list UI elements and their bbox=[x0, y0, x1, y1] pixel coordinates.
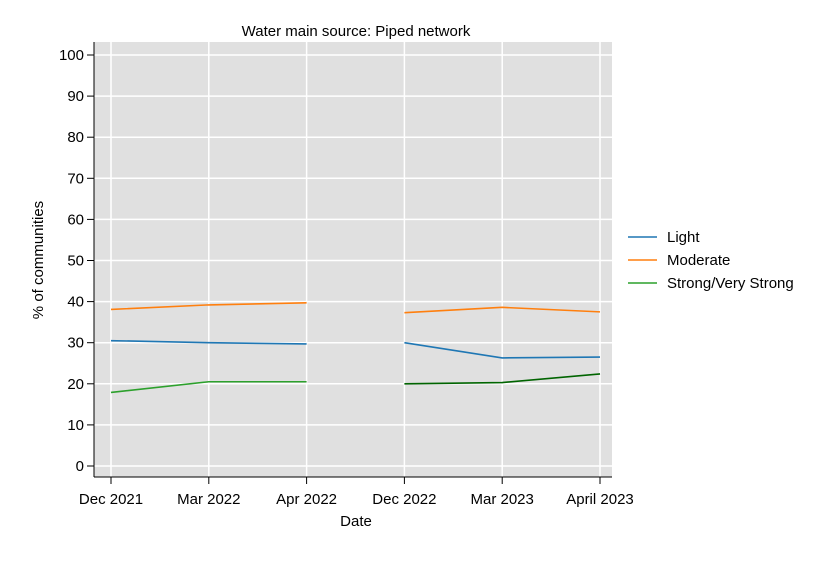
y-tick-label: 10 bbox=[67, 417, 84, 434]
series-line-strong-very-strong bbox=[404, 373, 601, 385]
y-tick-label: 60 bbox=[67, 211, 84, 228]
series-line-light bbox=[110, 339, 307, 345]
x-axis-label: Date bbox=[340, 513, 372, 530]
y-tick-label: 30 bbox=[67, 335, 84, 352]
axes: 0 10 20 30 40 50 60 70 80 90 100 Dec 2021 Mar 2022 Ap… bbox=[59, 42, 634, 508]
x-tick-label: Mar 2022 bbox=[177, 491, 240, 508]
x-tick-label: Mar 2023 bbox=[471, 491, 534, 508]
series-line-moderate bbox=[110, 302, 307, 311]
y-axis-label: % of communities bbox=[30, 201, 47, 319]
x-tick-label: Apr 2022 bbox=[276, 491, 337, 508]
chart-title: Water main source: Piped network bbox=[242, 23, 471, 40]
series-lines bbox=[110, 302, 601, 394]
x-tick-label: Dec 2021 bbox=[79, 491, 143, 508]
y-tick-label: 20 bbox=[67, 376, 84, 393]
grid-lines bbox=[94, 42, 612, 477]
y-tick-label: 40 bbox=[67, 294, 84, 311]
legend-label-moderate: Moderate bbox=[667, 252, 730, 269]
legend-label-light: Light bbox=[667, 229, 700, 246]
plot-area bbox=[94, 42, 612, 477]
y-tick-label: 90 bbox=[67, 88, 84, 105]
legend: Light Moderate Strong/Very Strong bbox=[628, 229, 794, 292]
y-tick-label: 0 bbox=[76, 458, 84, 475]
x-tick-label: Dec 2022 bbox=[372, 491, 436, 508]
series-line-strong-very-strong bbox=[110, 380, 307, 394]
y-tick-label: 70 bbox=[67, 170, 84, 187]
y-tick-label: 50 bbox=[67, 253, 84, 270]
series-line-moderate bbox=[404, 306, 601, 314]
x-tick-label: April 2023 bbox=[566, 491, 634, 508]
legend-label-strong-very-strong: Strong/Very Strong bbox=[667, 275, 794, 292]
y-tick-label: 100 bbox=[59, 47, 84, 64]
series-line-light bbox=[404, 341, 601, 359]
y-tick-label: 80 bbox=[67, 129, 84, 146]
